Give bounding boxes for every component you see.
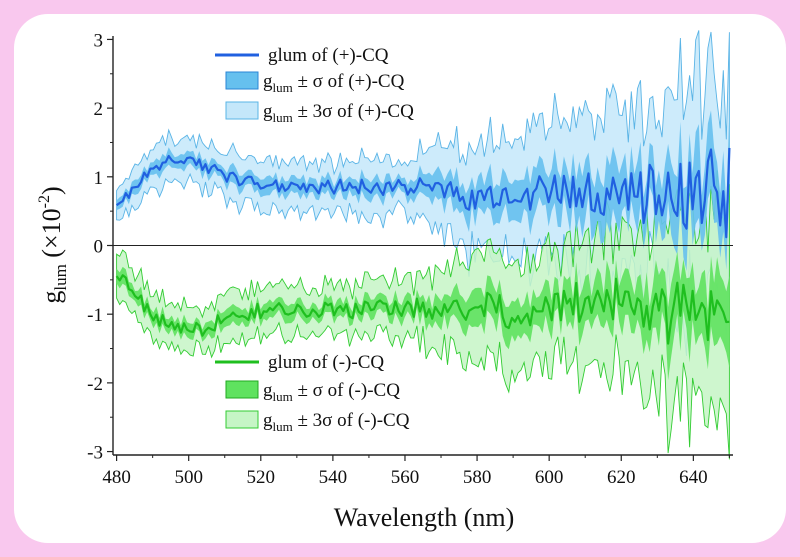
x-tick-label: 580 (463, 467, 492, 488)
y-tick-label: 1 (94, 168, 104, 189)
x-tick-label: 480 (102, 467, 131, 488)
legend-minus-line-label: glum of (-)-CQ (268, 352, 384, 373)
y-tick-label: -3 (87, 443, 103, 464)
x-axis-title: Wavelength (nm) (334, 503, 515, 532)
band-3sigma-minus (116, 170, 730, 460)
legend-minus-sigma-label: glum ± σ of (-)-CQ (263, 380, 400, 404)
line-minus (115, 274, 730, 345)
legend-plus-sigma-label: glum ± σ of (+)-CQ (263, 71, 405, 95)
legend-minus-3sigma-label: glum ± 3σ of (-)-CQ (263, 410, 410, 434)
legend-plus-line-label: glum of (+)-CQ (268, 45, 389, 66)
y-tick-label: -2 (87, 374, 103, 395)
legend-plus-sigma-swatch (225, 71, 259, 90)
y-tick-label: -1 (87, 305, 103, 326)
y-tick-label: 0 (94, 237, 104, 258)
mean-lines (115, 147, 731, 345)
legend-plus-3sigma-swatch (225, 101, 259, 120)
x-tick-label: 600 (535, 467, 564, 488)
y-tick-label: 2 (94, 99, 104, 120)
x-tick-label: 540 (319, 467, 348, 488)
legend-plus: glum of (+)-CQ glum ± σ of (+)-CQ glum ±… (215, 45, 414, 125)
y-axis-title: glum (×10-2) (36, 186, 70, 303)
y-tick-label: 3 (94, 30, 104, 51)
legend-minus-3sigma-swatch (225, 410, 259, 429)
x-ticks: 480 500 520 540 560 580 600 620 640 (102, 455, 730, 488)
x-tick-label: 500 (174, 467, 203, 488)
x-tick-label: 640 (679, 467, 708, 488)
legend-minus: glum of (-)-CQ glum ± σ of (-)-CQ glum ±… (215, 352, 410, 434)
y-ticks: 3 2 1 0 -1 -2 -3 (87, 30, 113, 464)
legend-minus-sigma-swatch (225, 380, 259, 399)
x-tick-label: 520 (247, 467, 276, 488)
three-sigma-bands (116, 30, 730, 460)
x-tick-label: 620 (607, 467, 636, 488)
line-plus (115, 147, 731, 239)
band-1sigma-plus (116, 109, 730, 271)
legend-plus-3sigma-label: glum ± 3σ of (+)-CQ (263, 101, 414, 125)
x-tick-label: 560 (391, 467, 420, 488)
